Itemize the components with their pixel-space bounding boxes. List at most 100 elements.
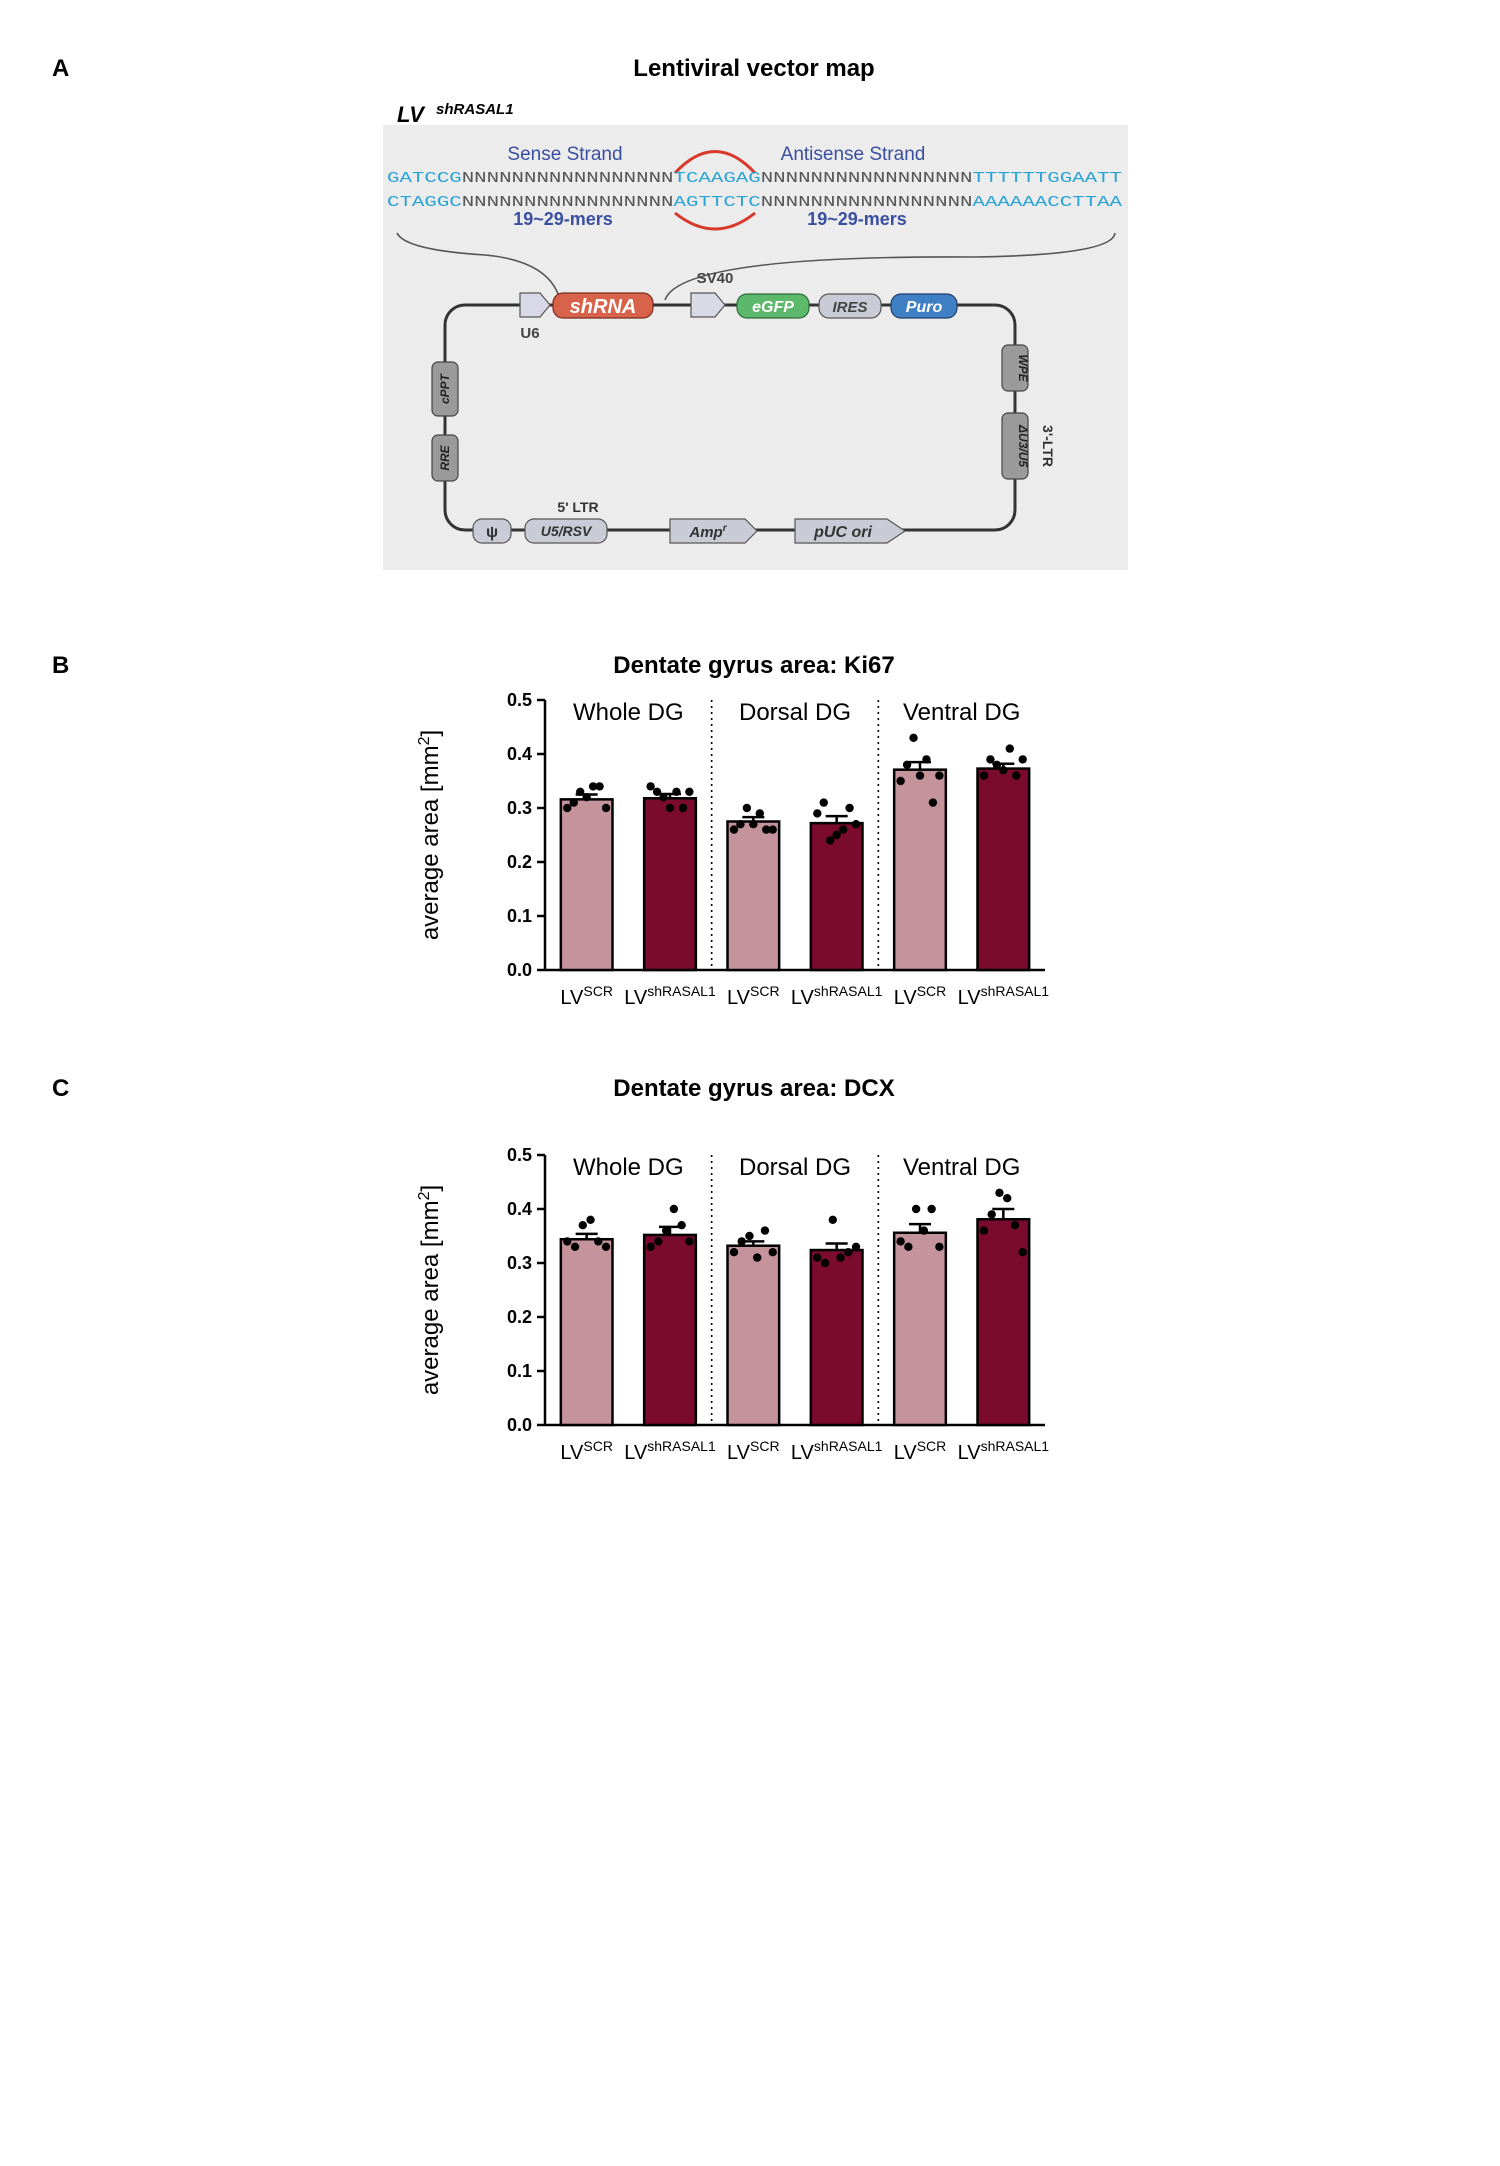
data-point [586,1215,595,1224]
data-point [935,771,944,780]
seq-top-mid1: NNNNNNNNNNNNNNNNN [462,170,674,187]
category-label-base: LV [727,987,751,1009]
data-point [828,1215,837,1224]
group-label: Dorsal DG [739,699,851,726]
antisense-strand-label: Antisense Strand [781,144,926,165]
bar [892,768,948,972]
y-axis-label-main: average area [mm [417,745,444,940]
category-label: LVSCR [727,983,780,1009]
data-point [661,1226,671,1235]
seq-bottom-left: CTAGGC [387,194,462,211]
category-label-sup: SCR [750,1438,780,1454]
y-tick-label: 0.5 [507,690,532,710]
construct-sup: shRASAL1 [436,101,514,118]
data-point [582,793,591,802]
category-label: LVSCR [894,1438,947,1464]
amp-base: Amp [688,524,722,541]
data-point [588,782,598,791]
data-point [563,1237,572,1246]
panel-a-letter: A [52,55,70,82]
construct-base: LV [397,102,426,127]
group-label: Whole DG [573,699,684,726]
data-point [654,1237,663,1246]
category-label-sup: SCR [917,1438,947,1454]
data-point [928,798,938,807]
egfp-label: eGFP [752,299,794,316]
category-label-base: LV [624,1442,648,1464]
shrna-label: shRNA [570,296,637,318]
seq-top-loop: TCAAGAG [674,170,761,187]
category-label-sup: SCR [583,983,613,999]
data-point [813,809,822,818]
data-point [896,776,905,786]
y-tick-label: 0.3 [507,1253,532,1273]
construct-label: LV shRASAL1 [397,101,514,127]
y-tick-label: 0.5 [507,1145,532,1165]
group-label: Ventral DG [903,1154,1020,1181]
y-tick-label: 0.0 [507,1415,532,1435]
category-label-sup: shRASAL1 [647,1438,716,1454]
psi-element: ψ [472,518,512,544]
data-point [659,793,668,802]
y-axis-label: average area [mm2] [416,1185,444,1395]
data-point [755,809,764,818]
category-label: LVshRASAL1 [958,1438,1050,1464]
data-point [678,803,688,813]
data-point [1018,755,1027,764]
data-point [909,733,918,742]
data-point [601,803,611,813]
rre-element: RRE [431,434,459,482]
data-point [677,1221,686,1230]
data-point [745,1231,754,1241]
data-point [729,825,739,834]
category-label: LVSCR [727,1438,780,1464]
data-point [685,1237,694,1246]
category-label-base: LV [791,987,815,1009]
bar [642,1233,698,1427]
category-label-base: LV [958,987,982,1009]
data-point [922,755,931,764]
mers-right-label: 19~29-mers [807,209,907,229]
data-point [995,1188,1004,1197]
data-point [768,825,777,834]
wpe-label: WPE [1016,354,1030,382]
data-point [844,1248,853,1257]
data-point [672,787,681,796]
category-label-base: LV [894,987,918,1009]
category-label-sup: shRASAL1 [814,983,883,999]
data-point [851,820,861,829]
bar [559,798,614,972]
data-point [919,1226,929,1235]
data-point [1003,1194,1012,1203]
category-label-base: LV [727,1442,751,1464]
data-point [753,1253,762,1262]
data-point [742,803,752,813]
bar [726,820,781,972]
seq-top-left: GATCCG [387,170,462,187]
panel-b-letter: B [52,652,70,679]
category-label-sup: shRASAL1 [981,1438,1050,1454]
y-tick-label: 0.2 [507,1307,532,1327]
category-label: LVshRASAL1 [624,983,716,1009]
data-point [927,1204,936,1214]
bar [642,797,698,972]
data-point [576,787,585,796]
data-point [979,771,989,780]
category-label: LVshRASAL1 [791,983,883,1009]
data-point [578,1221,587,1230]
right-brace [664,232,1116,301]
category-label-base: LV [958,1442,982,1464]
data-point [1010,1221,1020,1230]
data-point [762,825,771,834]
ires-label: IRES [832,299,867,316]
seq-bottom-mid2: NNNNNNNNNNNNNNNNN [761,194,973,211]
data-point [1012,771,1021,780]
dcx-bar-chart: average area [mm2] 0.0 0.1 0.2 0.3 0.4 0.5 Whol… [416,1145,1050,1464]
panel-c-title: Dentate gyrus area: DCX [613,1075,895,1102]
data-point [832,830,841,840]
data-point [896,1237,905,1246]
y-tick-label: 0.1 [507,906,532,926]
seq-bottom-mid1: NNNNNNNNNNNNNNNNN [462,194,674,211]
data-point [601,1242,611,1251]
bar [892,1231,948,1427]
